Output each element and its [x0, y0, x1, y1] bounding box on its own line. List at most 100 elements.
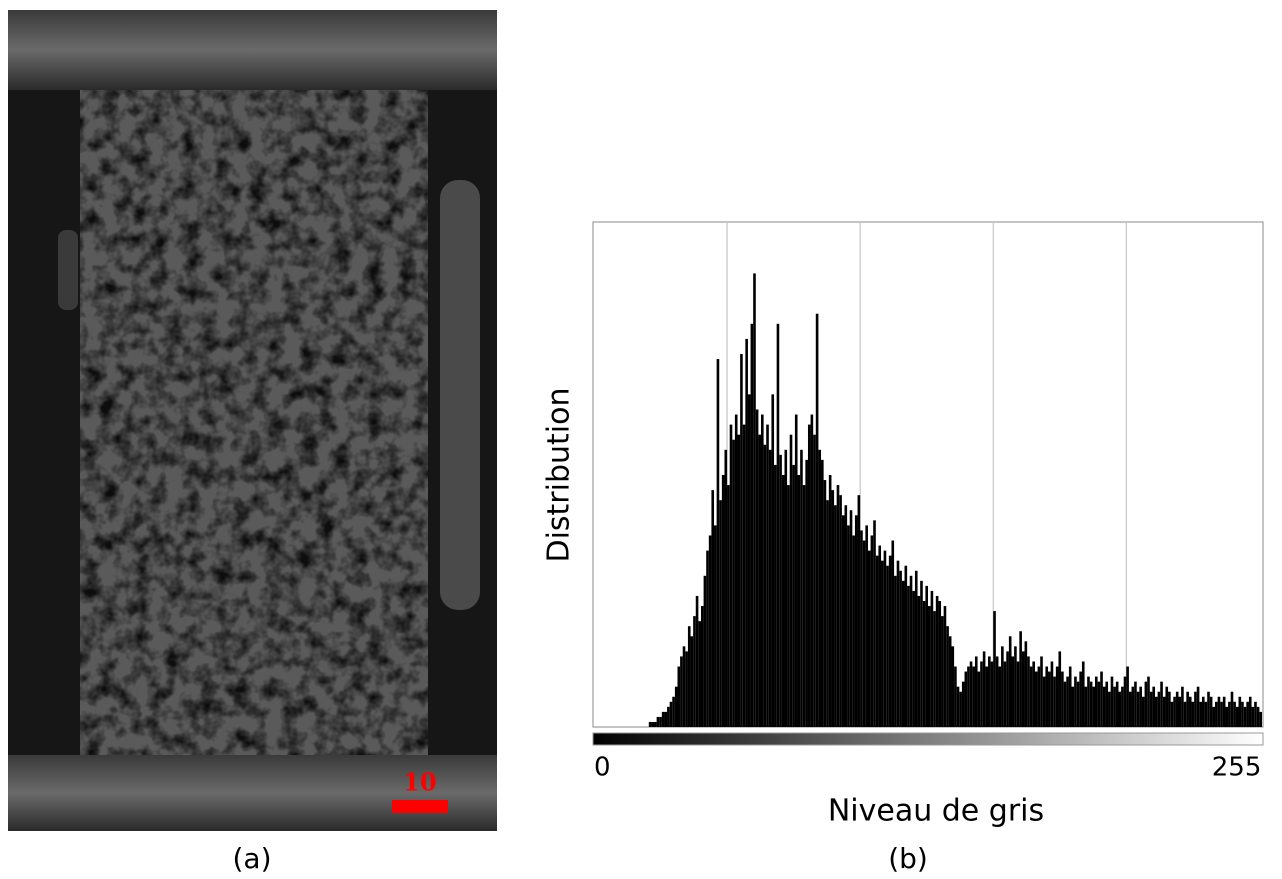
bar: [974, 656, 978, 727]
bar: [1149, 691, 1153, 727]
bar: [873, 520, 876, 727]
bar: [1173, 696, 1176, 727]
bar: [774, 464, 777, 727]
bar: [886, 565, 889, 727]
bar: [698, 621, 701, 727]
bar: [847, 525, 850, 727]
bar: [888, 555, 892, 727]
bar: [961, 681, 965, 727]
bar: [1123, 676, 1127, 727]
bar: [1084, 686, 1088, 727]
bar: [1034, 671, 1038, 727]
bar: [928, 606, 931, 727]
bar: [844, 505, 848, 727]
bar: [706, 550, 709, 727]
bar: [1256, 706, 1260, 727]
bar: [802, 485, 806, 727]
bar: [1001, 646, 1004, 727]
bar: [737, 434, 741, 727]
bar: [1063, 681, 1067, 727]
bar: [967, 666, 970, 727]
bar: [779, 454, 782, 727]
bar: [1155, 696, 1158, 727]
bar: [651, 721, 655, 727]
bar: [878, 545, 882, 727]
bar: [1097, 681, 1101, 727]
bar: [860, 530, 863, 727]
bar: [857, 495, 861, 727]
bar: [1068, 666, 1072, 727]
bar: [1186, 691, 1189, 727]
bar: [677, 666, 681, 727]
bar: [687, 626, 691, 727]
bar: [766, 424, 769, 727]
gray-scale-bar: [592, 732, 1264, 746]
caption: (a): [232, 842, 271, 875]
bar: [1181, 686, 1184, 727]
bar: [1144, 681, 1148, 727]
bar: [849, 510, 853, 727]
bar: [891, 540, 895, 727]
bar: [988, 656, 991, 727]
bar: [763, 444, 767, 727]
bar: [1128, 691, 1132, 727]
bar: [839, 495, 842, 727]
bar: [1175, 691, 1179, 727]
bar: [690, 636, 694, 727]
bar: [1251, 706, 1255, 727]
bar: [1074, 676, 1077, 727]
bar: [870, 535, 874, 727]
bar: [787, 485, 790, 727]
bar: [1105, 681, 1109, 727]
bar: [1217, 696, 1221, 727]
bar: [909, 575, 913, 727]
caption: (b): [888, 842, 928, 875]
x-tick-label: 0: [594, 753, 611, 783]
bar: [831, 490, 835, 727]
bar: [807, 424, 811, 727]
bar: [980, 661, 983, 727]
bar: [920, 580, 923, 727]
bar: [982, 651, 986, 727]
bar: [1241, 701, 1244, 727]
bar: [985, 666, 989, 727]
bar: [672, 696, 675, 727]
bar: [813, 434, 816, 727]
y-axis-label: Distribution: [542, 387, 577, 562]
bar: [964, 671, 968, 727]
bar: [664, 711, 668, 727]
bar: [935, 595, 939, 727]
bar: [1220, 701, 1223, 727]
bar: [951, 646, 955, 727]
bar: [1021, 651, 1025, 727]
bar: [930, 590, 934, 727]
bar: [659, 716, 662, 727]
bar: [1011, 656, 1015, 727]
bar: [954, 666, 957, 727]
bar: [1115, 681, 1119, 727]
bar: [682, 646, 686, 727]
scale-bar-label: 10: [403, 768, 436, 797]
bar: [1100, 671, 1103, 727]
bar: [797, 475, 801, 727]
bar: [784, 449, 788, 727]
bar: [881, 560, 884, 727]
bar: [695, 595, 699, 727]
bar: [667, 706, 670, 727]
bar: [734, 414, 738, 727]
bar: [1092, 686, 1095, 727]
bar: [1152, 686, 1156, 727]
bar: [914, 570, 918, 727]
bar: [771, 394, 775, 727]
bar: [925, 585, 928, 727]
bar: [719, 500, 722, 727]
bar: [724, 449, 728, 727]
bar: [1160, 681, 1163, 727]
bar: [826, 500, 829, 727]
bar: [1233, 701, 1236, 727]
bar: [836, 485, 840, 727]
bar: [862, 540, 866, 727]
bar: [656, 716, 660, 727]
bar: [933, 611, 936, 727]
